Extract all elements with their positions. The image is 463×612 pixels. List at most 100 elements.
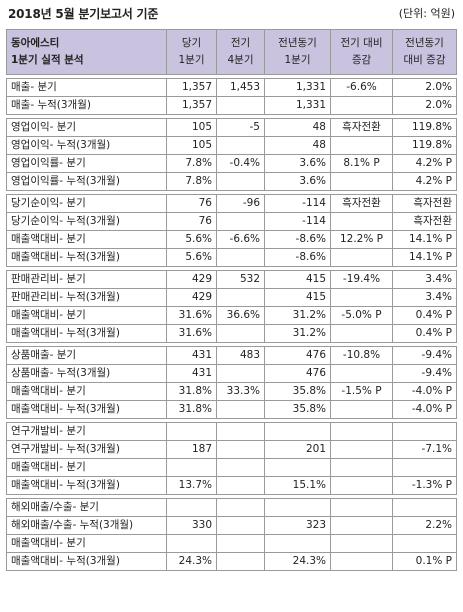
yoy-change: 4.2% P (392, 172, 457, 191)
current-value: 431 (166, 346, 217, 365)
previous-value (216, 458, 265, 477)
prior-year-value: 48 (264, 118, 331, 137)
prior-year-value: 31.2% (264, 306, 331, 325)
current-value: 31.6% (166, 306, 217, 325)
prior-year-value: 48 (264, 136, 331, 155)
yoy-change: 2.0% (392, 96, 457, 115)
yoy-change (392, 534, 457, 553)
prior-year-value: 476 (264, 364, 331, 383)
qoq-change (330, 96, 393, 115)
table-row: 매출액대비- 누적(3개월) 5.6% -8.6% 14.1% P (6, 248, 457, 267)
qoq-change: -19.4% (330, 270, 393, 289)
current-value: 5.6% (166, 248, 217, 267)
yoy-change: 2.2% (392, 516, 457, 535)
yoy-change: -7.1% (392, 440, 457, 459)
prior-year-value: 323 (264, 516, 331, 535)
row-label: 매출액대비- 분기 (6, 458, 167, 477)
table-row: 연구개발비- 분기 (6, 422, 457, 441)
previous-value (216, 248, 265, 267)
yoy-change: 0.1% P (392, 552, 457, 571)
row-label: 매출액대비- 분기 (6, 306, 167, 325)
prior-year-value: 3.6% (264, 172, 331, 191)
yoy-change: 흑자전환 (392, 194, 457, 213)
current-value: 31.8% (166, 400, 217, 419)
row-label: 매출- 누적(3개월) (6, 96, 167, 115)
current-value: 24.3% (166, 552, 217, 571)
qoq-change: 흑자전환 (330, 194, 393, 213)
yoy-change: 0.4% P (392, 306, 457, 325)
row-label: 매출액대비- 누적(3개월) (6, 476, 167, 495)
table-row: 해외매출/수출- 누적(3개월) 330 323 2.2% (6, 516, 457, 535)
previous-value (216, 212, 265, 231)
previous-value (216, 96, 265, 115)
row-label: 해외매출/수출- 분기 (6, 498, 167, 517)
yoy-change (392, 422, 457, 441)
previous-value (216, 364, 265, 383)
previous-value: 532 (216, 270, 265, 289)
yoy-change: -4.0% P (392, 382, 457, 401)
row-label: 당기순이익- 누적(3개월) (6, 212, 167, 231)
qoq-change (330, 516, 393, 535)
yoy-change: 3.4% (392, 288, 457, 307)
qoq-change (330, 400, 393, 419)
qoq-change (330, 288, 393, 307)
current-value: 7.8% (166, 154, 217, 173)
current-value: 13.7% (166, 476, 217, 495)
yoy-change: 2.0% (392, 78, 457, 97)
header-company: 동아에스티 (11, 37, 60, 49)
current-value: 429 (166, 288, 217, 307)
qoq-change (330, 364, 393, 383)
header-qoq-change: 전기 대비 증감 (330, 29, 393, 75)
previous-value (216, 440, 265, 459)
qoq-change (330, 476, 393, 495)
row-label: 당기순이익- 분기 (6, 194, 167, 213)
prior-year-value: 15.1% (264, 476, 331, 495)
previous-value: 33.3% (216, 382, 265, 401)
qoq-change (330, 534, 393, 553)
current-value: 105 (166, 136, 217, 155)
table-row: 매출액대비- 분기 31.6% 36.6% 31.2% -5.0% P 0.4% P (6, 306, 457, 325)
table-row: 영업이익- 분기 105 -5 48 흑자전환 119.8% (6, 118, 457, 137)
row-label: 판매관리비- 누적(3개월) (6, 288, 167, 307)
qoq-change (330, 172, 393, 191)
prior-year-value: 35.8% (264, 400, 331, 419)
previous-value: -6.6% (216, 230, 265, 249)
row-label: 매출액대비- 분기 (6, 534, 167, 553)
current-value: 431 (166, 364, 217, 383)
current-value (166, 534, 217, 553)
table-row: 해외매출/수출- 분기 (6, 498, 457, 517)
current-value: 105 (166, 118, 217, 137)
current-value: 7.8% (166, 172, 217, 191)
previous-value: 1,453 (216, 78, 265, 97)
row-label: 영업이익- 누적(3개월) (6, 136, 167, 155)
table-row: 매출액대비- 누적(3개월) 24.3% 24.3% 0.1% P (6, 552, 457, 571)
prior-year-value: 3.6% (264, 154, 331, 173)
previous-value: 483 (216, 346, 265, 365)
table-row: 영업이익률- 분기 7.8% -0.4% 3.6% 8.1% P 4.2% P (6, 154, 457, 173)
row-label: 매출액대비- 누적(3개월) (6, 552, 167, 571)
yoy-change: -9.4% (392, 346, 457, 365)
table-row: 매출액대비- 누적(3개월) 31.8% 35.8% -4.0% P (6, 400, 457, 419)
previous-value (216, 534, 265, 553)
prior-year-value: 1,331 (264, 96, 331, 115)
row-label: 해외매출/수출- 누적(3개월) (6, 516, 167, 535)
prior-year-value: 31.2% (264, 324, 331, 343)
previous-value (216, 288, 265, 307)
previous-value: -96 (216, 194, 265, 213)
yoy-change: -4.0% P (392, 400, 457, 419)
table-row: 매출액대비- 분기 5.6% -6.6% -8.6% 12.2% P 14.1% P (6, 230, 457, 249)
prior-year-value (264, 458, 331, 477)
current-value: 429 (166, 270, 217, 289)
current-value (166, 458, 217, 477)
yoy-change: 4.2% P (392, 154, 457, 173)
table-row: 매출액대비- 분기 (6, 458, 457, 477)
current-value: 1,357 (166, 96, 217, 115)
header-row: 동아에스티 1분기 실적 분석 당기 1분기 전기 4분기 전년동기 1분기 전… (6, 29, 457, 75)
prior-year-value: 476 (264, 346, 331, 365)
table-row: 매출액대비- 분기 (6, 534, 457, 553)
row-label: 판매관리비- 분기 (6, 270, 167, 289)
table-row: 상품매출- 분기 431 483 476 -10.8% -9.4% (6, 346, 457, 365)
prior-year-value: 24.3% (264, 552, 331, 571)
table-row: 매출액대비- 누적(3개월) 13.7% 15.1% -1.3% P (6, 476, 457, 495)
yoy-change (392, 458, 457, 477)
